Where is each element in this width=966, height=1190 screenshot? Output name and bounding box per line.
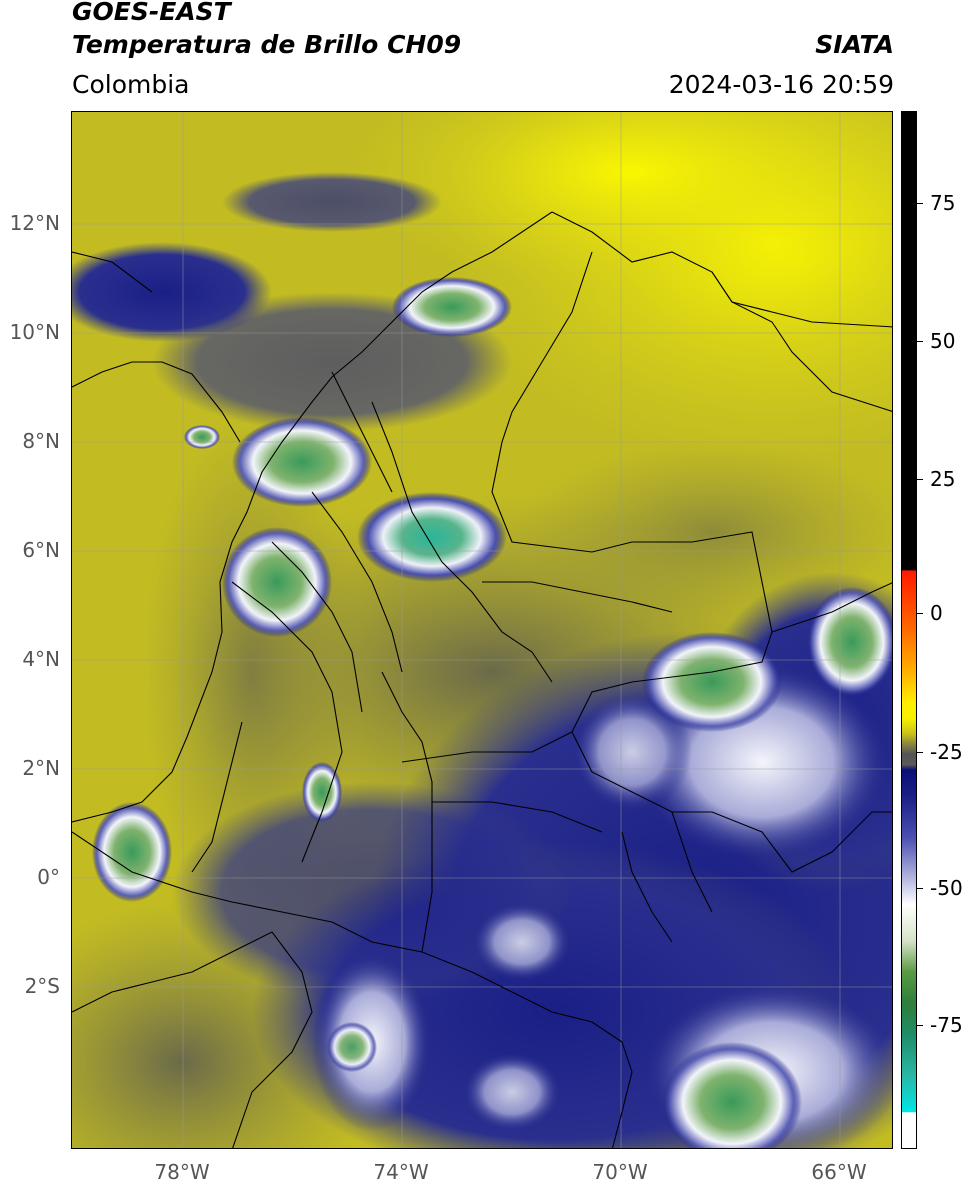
lat-label: 8°N — [22, 429, 60, 453]
graticule — [72, 112, 892, 1148]
colorbar-tick — [917, 341, 923, 342]
lat-label: 10°N — [9, 320, 60, 344]
colorbar-label: -50 — [930, 876, 963, 900]
colorbar-tick — [917, 752, 923, 753]
lon-label: 78°W — [154, 1160, 210, 1184]
lat-label: 4°N — [22, 647, 60, 671]
map-canvas — [72, 112, 892, 1148]
colorbar-tick — [917, 203, 923, 204]
lon-label: 66°W — [811, 1160, 867, 1184]
colorbar-label: 25 — [930, 467, 956, 491]
title-line-1: GOES-EAST — [72, 0, 231, 26]
lat-label: 2°N — [22, 756, 60, 780]
colorbar-label: -25 — [930, 740, 963, 764]
region-label: Colombia — [72, 70, 190, 99]
borders — [72, 211, 892, 1148]
lon-label: 70°W — [592, 1160, 648, 1184]
colorbar-label: 75 — [930, 191, 956, 215]
lat-label: 2°S — [24, 974, 60, 998]
colorbar-label: 0 — [930, 601, 943, 625]
organization-label: SIATA — [815, 30, 894, 59]
satellite-map[interactable] — [71, 111, 893, 1149]
timestamp-label: 2024-03-16 20:59 — [668, 70, 894, 99]
colorbar-tick — [917, 888, 923, 889]
lat-label: 6°N — [22, 538, 60, 562]
lat-label: 12°N — [9, 211, 60, 235]
colorbar-tick — [917, 613, 923, 614]
colorbar-gradient — [902, 112, 916, 1148]
title-line-2: Temperatura de Brillo CH09 — [72, 30, 462, 59]
lat-label: 0° — [37, 865, 60, 889]
colorbar-tick — [917, 479, 923, 480]
colorbar-tick — [917, 1025, 923, 1026]
colorbar-label: -75 — [930, 1013, 963, 1037]
lon-label: 74°W — [373, 1160, 429, 1184]
colorbar-label: 50 — [930, 329, 956, 353]
temperature-colorbar — [901, 111, 917, 1149]
